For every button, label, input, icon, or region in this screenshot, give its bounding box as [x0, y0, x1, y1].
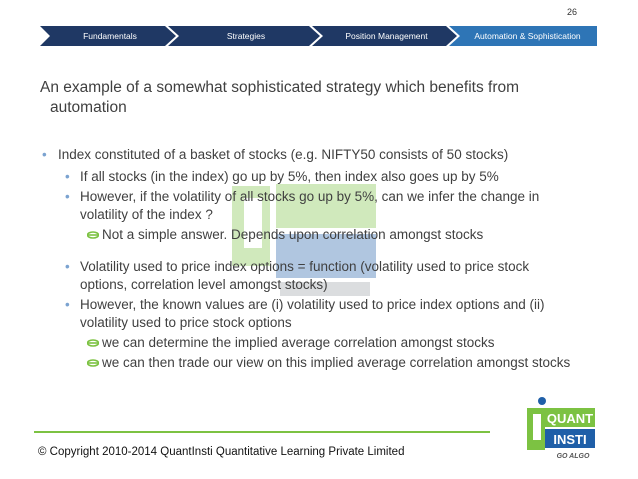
tab-strategies[interactable]: Strategies — [226, 31, 266, 41]
logo-text-quant: QUANT — [547, 411, 593, 426]
bullet-text-line-1: However, if the volatility of all stocks… — [80, 189, 540, 204]
bullet-dot-icon: • — [65, 189, 70, 204]
sub-bullet-text: we can determine the implied average cor… — [102, 335, 495, 350]
bullet-text-line-1: Volatility used to price index options =… — [80, 259, 530, 274]
bullet-text: If all stocks (in the index) go up by 5%… — [80, 169, 499, 184]
bullet-volatility-function: • Volatility used to price index options… — [30, 258, 620, 294]
quantinsti-watermark-logo — [232, 184, 376, 296]
nav-tab-shape-2 — [168, 26, 320, 46]
sub-bullet-text: we can then trade our view on this impli… — [102, 355, 571, 370]
tab-fundamentals[interactable]: Fundamentals — [83, 31, 137, 41]
bullet-dot-icon: • — [65, 169, 70, 184]
section-nav: Fundamentals Strategies Position Managem… — [40, 26, 597, 46]
sub-bullet-text: Not a simple answer. Depends upon correl… — [102, 227, 484, 242]
bullet-text-line-2: volatility of the index ? — [80, 207, 213, 222]
sub-bullet-determine-correlation: we can determine the implied average cor… — [30, 334, 620, 352]
logo-insti-block — [545, 429, 595, 448]
logo-quant-block — [545, 408, 595, 427]
nav-tab-shape-1 — [40, 26, 176, 46]
bullet-text-line-2: volatility used to price stock options — [80, 315, 292, 330]
title-line-1: An example of a somewhat sophisticated s… — [40, 79, 520, 96]
nav-tab-shape-4 — [449, 26, 597, 46]
logo-text-insti: INSTI — [553, 432, 586, 447]
copyright-notice: © Copyright 2010-2014 QuantInsti Quantit… — [38, 446, 405, 458]
bullet-text-line-1: However, the known values are (i) volati… — [80, 297, 545, 312]
bullet-index-basket: Index constituted of a basket of stocks … — [30, 146, 620, 164]
slide-title: An example of a somewhat sophisticated s… — [40, 78, 580, 118]
bullet-all-stocks-up: • If all stocks (in the index) go up by … — [30, 168, 620, 186]
footer-divider — [34, 431, 490, 433]
logo-tagline: GO ALGO — [557, 453, 590, 460]
bullet-known-values: • However, the known values are (i) vola… — [30, 296, 620, 332]
green-arrow-bullet-icon — [87, 231, 99, 239]
green-arrow-bullet-icon — [87, 359, 99, 367]
bullet-text-line-2: options, correlation level amongst stock… — [80, 277, 328, 292]
bullet-dot-icon: • — [65, 297, 70, 312]
tab-automation-sophistication[interactable]: Automation & Sophistication — [474, 31, 581, 41]
tab-position-management[interactable]: Position Management — [345, 31, 428, 41]
sub-bullet-trade-view: we can then trade our view on this impli… — [30, 354, 620, 372]
slide-body: Index constituted of a basket of stocks … — [30, 146, 620, 374]
quantinsti-logo: QUANT INSTI GO ALGO — [527, 397, 595, 460]
logo-dot — [538, 397, 546, 405]
nav-chevrons — [40, 26, 597, 46]
title-line-2: automation — [50, 99, 127, 116]
green-arrow-bullet-icon — [87, 339, 99, 347]
nav-tab-shape-3 — [312, 26, 457, 46]
bullet-volatility-question: • However, if the volatility of all stoc… — [30, 188, 620, 224]
sub-bullet-not-simple: Not a simple answer. Depends upon correl… — [30, 226, 620, 244]
slide-number: 26 — [566, 7, 577, 17]
spacer — [30, 246, 620, 258]
bullet-dot-icon: • — [65, 259, 70, 274]
